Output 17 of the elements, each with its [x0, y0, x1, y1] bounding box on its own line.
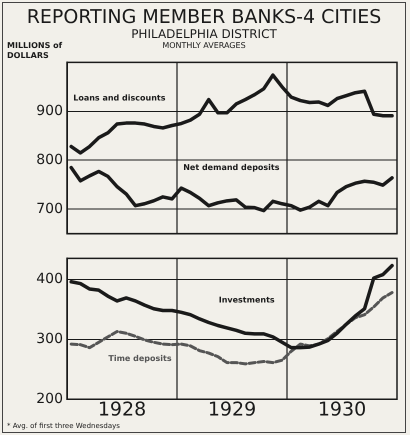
text: MONTHLY AVERAGES — [162, 41, 246, 50]
chart-subtitle: PHILADELPHIA DISTRICT — [130, 27, 278, 41]
chart-title: REPORTING MEMBER BANKS-4 CITIES — [26, 6, 382, 28]
y-tick-label: 900 — [36, 102, 63, 119]
x-tick-label: 1930 — [318, 398, 366, 421]
y-tick-label: 400 — [36, 271, 63, 288]
x-tick-label: 1928 — [98, 398, 146, 421]
text: Net demand deposits — [183, 163, 280, 172]
text: Loans and discounts — [73, 94, 166, 103]
y-tick-label: 700 — [36, 200, 63, 217]
y-axis-title: MILLIONS of DOLLARS — [7, 41, 63, 61]
y-tick-label: 200 — [36, 390, 63, 407]
y-tick-label: 300 — [36, 330, 63, 347]
y-tick-label: 800 — [36, 152, 63, 168]
x-tick-label: 1929 — [208, 398, 256, 421]
series-label: Time deposits — [108, 354, 172, 363]
text: Investments — [218, 296, 275, 305]
